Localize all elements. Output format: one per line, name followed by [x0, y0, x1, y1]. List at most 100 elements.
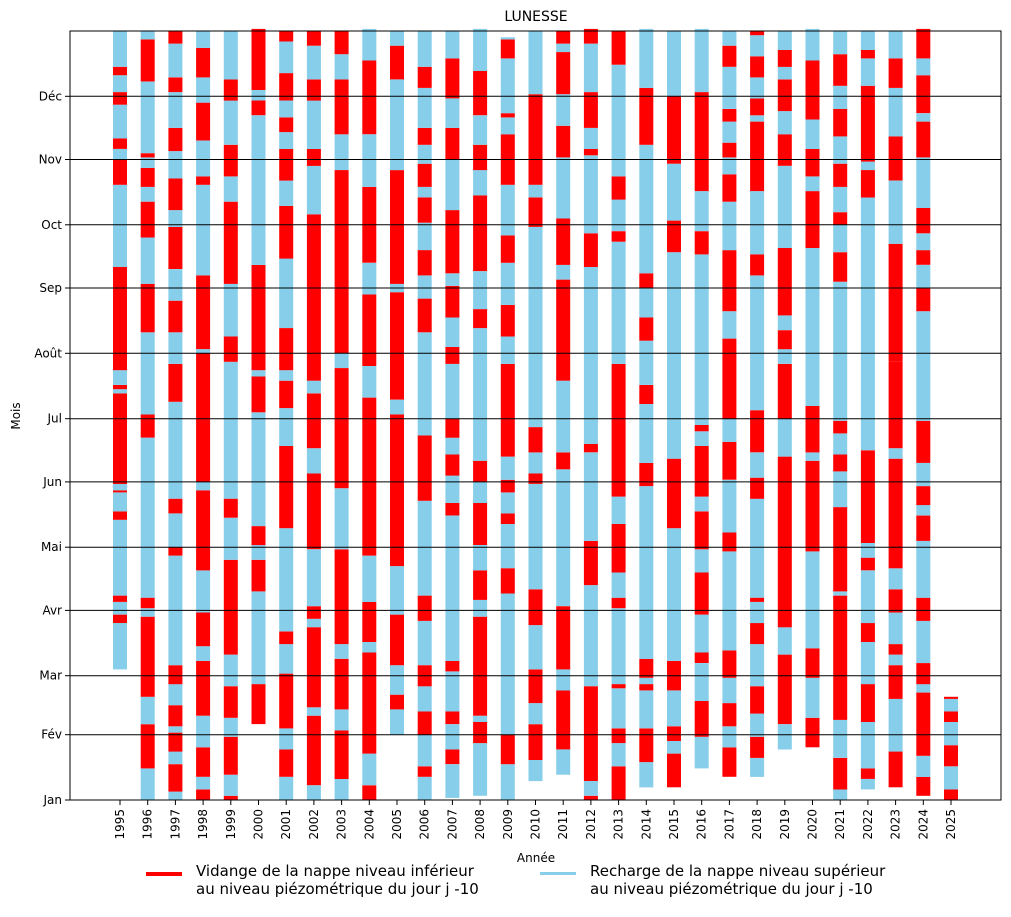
bar-segment-2016-12: [694, 254, 709, 425]
bar-segment-2006-4: [417, 686, 432, 712]
bar-segment-2013-13: [611, 199, 626, 232]
bar-segment-2015-1: [667, 741, 681, 754]
bar-segment-2025-0: [944, 789, 958, 800]
bar-segment-2000-0: [251, 684, 266, 725]
bar-segment-2013-15: [611, 64, 626, 177]
bar-segment-2013-10: [611, 363, 626, 497]
bar-segment-2018-5: [750, 623, 765, 645]
bar-segment-2025-4: [944, 711, 958, 722]
bar-segment-2008-12: [473, 271, 488, 310]
bar-segment-2021-17: [833, 109, 848, 137]
bar-segment-1999-4: [223, 686, 238, 718]
bar-segment-2015-7: [667, 252, 681, 459]
bar-segment-2011-1: [556, 690, 571, 750]
bar-segment-2000-10: [251, 100, 266, 116]
bar-segment-2017-14: [722, 174, 737, 202]
bar-segment-2017-1: [722, 726, 737, 748]
bar-segment-2005-0: [390, 709, 404, 735]
bar-segment-2003-10: [334, 134, 349, 170]
bar-segment-1996-4: [140, 608, 155, 617]
bar-segment-2011-3: [556, 606, 571, 670]
bar-segment-2008-11: [473, 309, 488, 329]
bar-segment-2023-14: [888, 87, 903, 137]
bar-segment-1995-11: [113, 385, 127, 390]
bar-segment-2011-11: [556, 125, 571, 158]
bar-segment-1996-17: [140, 39, 155, 82]
bar-segment-2024-20: [916, 121, 931, 158]
bar-segment-2024-18: [916, 208, 931, 234]
bar-segment-1995-13: [113, 267, 127, 371]
bar-segment-2000-2: [251, 559, 266, 592]
bar-segment-1995-3: [113, 595, 127, 602]
bar-segment-2019-9: [777, 248, 792, 316]
bar-segment-2022-5: [860, 623, 875, 642]
bar-segment-2014-13: [639, 273, 654, 288]
x-tick-label: 2010: [529, 809, 543, 840]
bar-segment-2018-7: [750, 597, 765, 602]
bar-segment-2003-1: [334, 730, 349, 779]
bar-segment-2010-6: [528, 484, 543, 590]
bar-segment-2009-5: [500, 513, 515, 524]
bar-segment-2024-3: [916, 684, 931, 693]
bar-segment-2021-3: [833, 595, 848, 720]
bar-segment-2024-13: [916, 311, 931, 421]
bar-segment-2009-18: [500, 58, 515, 114]
bar-segment-2021-6: [833, 471, 848, 508]
bar-segment-2016-8: [694, 496, 709, 512]
bar-segment-2016-2: [694, 663, 709, 701]
bar-segment-2006-22: [417, 31, 432, 67]
bar-segment-2003-13: [334, 31, 349, 55]
bar-segment-2001-3: [279, 673, 294, 729]
bar-segment-1998-15: [196, 140, 211, 177]
bar-segment-2024-14: [916, 288, 931, 312]
bar-segment-2023-3: [888, 654, 903, 666]
bar-segment-2018-6: [750, 602, 765, 624]
bar-segment-2014-8: [639, 403, 654, 463]
bar-segment-2024-4: [916, 663, 931, 685]
bar-segment-2003-5: [334, 549, 349, 645]
bar-segment-2014-2: [639, 690, 654, 729]
bar-segment-2022-13: [860, 85, 875, 162]
bar-segment-2006-7: [417, 595, 432, 621]
bar-segment-2009-12: [500, 262, 515, 305]
bar-segment-2002-2: [306, 707, 321, 716]
bar-segment-2010-14: [528, 31, 543, 95]
bar-segment-2014-3: [639, 684, 654, 691]
bar-segment-2008-8: [473, 481, 488, 503]
bar-segment-2002-11: [306, 214, 321, 381]
bar-segment-2020-0: [805, 717, 820, 748]
bar-segment-1997-24: [168, 43, 183, 78]
bar-segment-1998-18: [196, 47, 211, 78]
bar-segment-2017-4: [722, 650, 737, 678]
x-tick-label: 2002: [307, 809, 321, 840]
bar-segment-2006-6: [417, 620, 432, 666]
bar-segment-2018-18: [750, 77, 765, 99]
bar-segment-2022-7: [860, 557, 875, 571]
bar-segment-2001-12: [279, 258, 294, 328]
bar-segment-2008-1: [473, 722, 488, 744]
bar-segment-1999-17: [223, 31, 238, 80]
bar-segment-2019-8: [777, 315, 792, 331]
bar-segment-1997-5: [168, 705, 183, 727]
bar-segment-1995-2: [113, 602, 127, 615]
bar-segment-2021-16: [833, 136, 848, 164]
bar-segment-1999-16: [223, 79, 238, 101]
bar-segment-1998-10: [196, 353, 211, 482]
bar-segment-1997-25: [168, 31, 183, 44]
bar-segment-2005-11: [390, 45, 404, 80]
bar-segment-2009-20: [500, 37, 515, 40]
bar-segment-1995-14: [113, 184, 127, 267]
bar-segment-1998-9: [196, 481, 211, 491]
bar-segment-1999-15: [223, 100, 238, 145]
bar-segment-2009-3: [500, 568, 515, 594]
bar-segment-2008-14: [473, 170, 488, 196]
bar-segment-2011-2: [556, 669, 571, 691]
bar-segment-2008-6: [473, 545, 488, 571]
bar-segment-1997-22: [168, 92, 183, 128]
bar-segment-2024-8: [916, 515, 931, 541]
bar-segment-2003-2: [334, 709, 349, 731]
bar-segment-2015-6: [667, 458, 681, 529]
bar-segment-2004-6: [362, 397, 377, 556]
bar-segment-2021-9: [833, 420, 848, 434]
bar-segment-2009-9: [500, 363, 515, 457]
